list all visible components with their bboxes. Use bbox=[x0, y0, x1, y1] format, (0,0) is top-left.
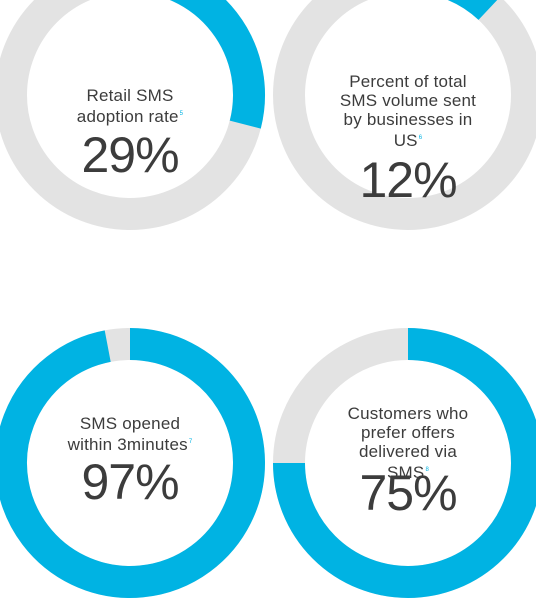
donut-value: 75% bbox=[359, 465, 457, 521]
donut-label: Customers who prefer offers delivered vi… bbox=[338, 404, 478, 482]
donut-svg bbox=[273, 0, 536, 230]
donut-chart-retail-adoption: Retail SMS adoption rate5 29% bbox=[0, 0, 265, 230]
donut-value: 97% bbox=[81, 454, 179, 510]
donut-label-text: Customers who prefer offers delivered vi… bbox=[347, 404, 469, 482]
donut-label: Retail SMS adoption rate5 bbox=[55, 86, 205, 126]
donut-value-arc bbox=[169, 0, 265, 129]
donut-chart-opened-3min: SMS opened within 3minutes7 97% bbox=[0, 328, 265, 598]
donut-svg bbox=[0, 0, 265, 230]
footnote-marker: 7 bbox=[188, 439, 193, 445]
donut-value: 29% bbox=[81, 127, 179, 183]
footnote-marker: 6 bbox=[418, 135, 423, 141]
donut-label-text: Percent of total SMS volume sent by busi… bbox=[339, 72, 477, 150]
footnote-marker: 5 bbox=[179, 111, 184, 117]
donut-chart-business-volume: Percent of total SMS volume sent by busi… bbox=[273, 0, 536, 230]
donut-value-arc bbox=[273, 328, 536, 598]
donut-label: SMS opened within 3minutes7 bbox=[58, 414, 203, 454]
donut-svg bbox=[273, 328, 536, 598]
donut-value-arc bbox=[0, 328, 265, 598]
donut-chart-prefer-offers: Customers who prefer offers delivered vi… bbox=[273, 328, 536, 598]
donut-track bbox=[273, 0, 536, 230]
donut-svg bbox=[0, 328, 265, 598]
donut-label-text: Retail SMS adoption rate bbox=[76, 86, 179, 126]
donut-label-text: SMS opened within 3minutes bbox=[67, 414, 188, 454]
donut-value: 12% bbox=[359, 152, 457, 208]
footnote-marker: 8 bbox=[425, 467, 429, 473]
donut-value-arc bbox=[447, 0, 498, 21]
donut-label: Percent of total SMS volume sent by busi… bbox=[338, 72, 478, 150]
